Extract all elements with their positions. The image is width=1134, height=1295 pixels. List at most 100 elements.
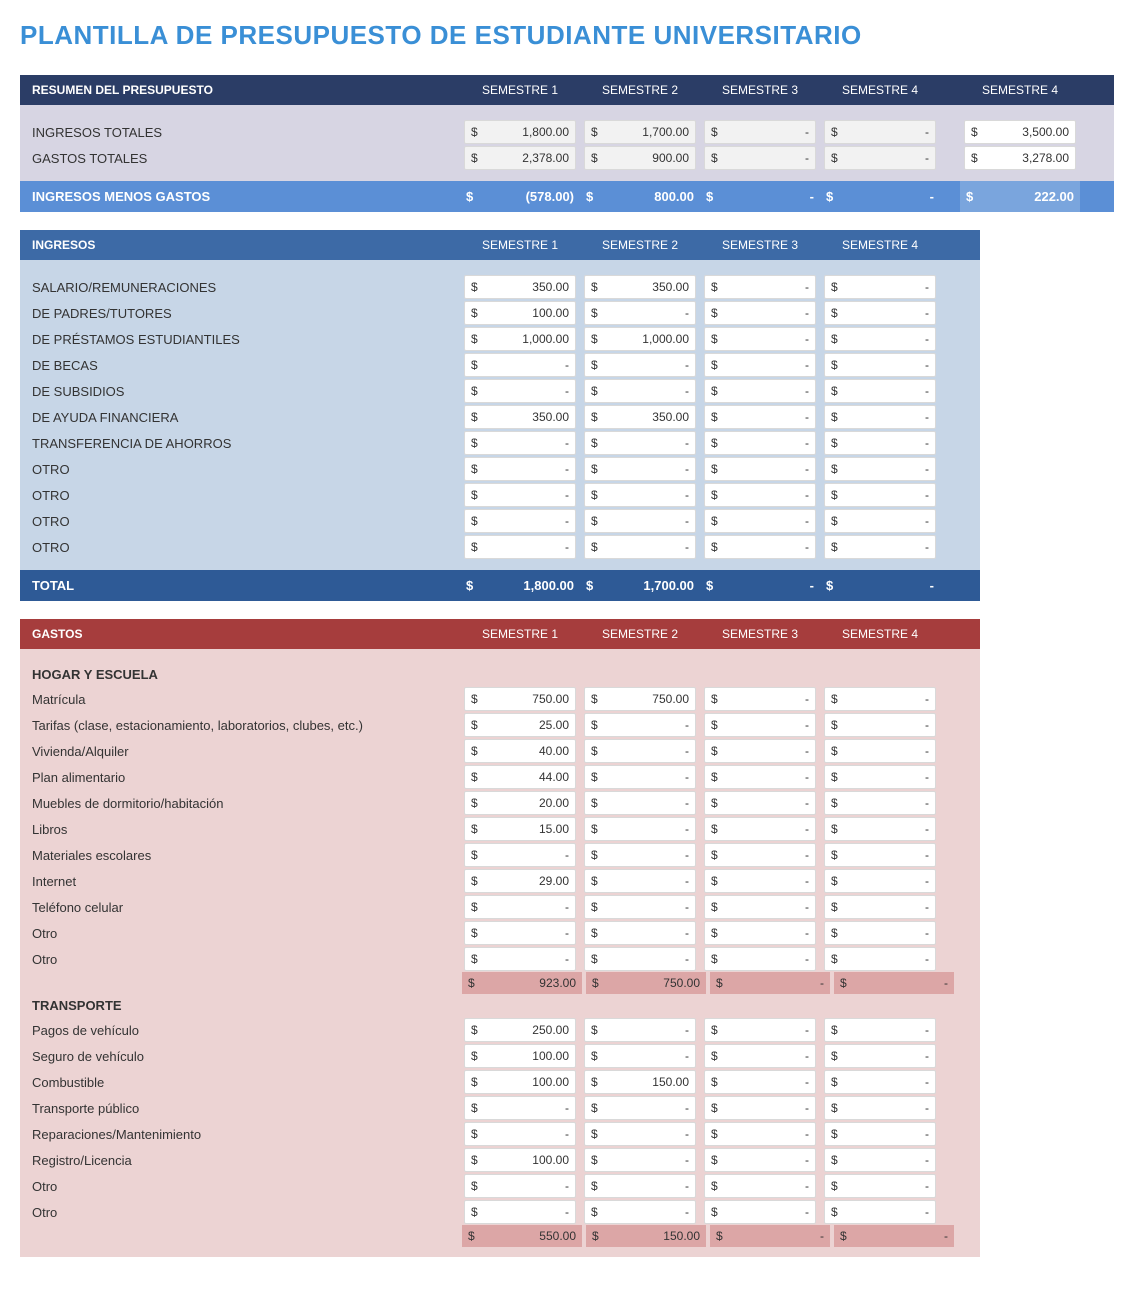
value-cell[interactable]: $- bbox=[464, 509, 576, 533]
value-cell[interactable]: $- bbox=[464, 921, 576, 945]
value-cell[interactable]: $1,000.00 bbox=[584, 327, 696, 351]
value-cell[interactable]: $- bbox=[704, 921, 816, 945]
value-cell[interactable]: $- bbox=[464, 1174, 576, 1198]
value-cell[interactable]: $- bbox=[464, 843, 576, 867]
value-cell[interactable]: $- bbox=[584, 817, 696, 841]
value-cell[interactable]: $- bbox=[824, 457, 936, 481]
value-cell[interactable]: $- bbox=[704, 895, 816, 919]
value-cell[interactable]: $- bbox=[824, 817, 936, 841]
value-cell[interactable]: $- bbox=[704, 146, 816, 170]
value-cell[interactable]: $- bbox=[704, 431, 816, 455]
value-cell[interactable]: $350.00 bbox=[464, 405, 576, 429]
value-cell[interactable]: $100.00 bbox=[464, 1148, 576, 1172]
value-cell[interactable]: $100.00 bbox=[464, 301, 576, 325]
value-cell[interactable]: $- bbox=[704, 483, 816, 507]
value-cell[interactable]: $- bbox=[704, 791, 816, 815]
value-cell[interactable]: $750.00 bbox=[464, 687, 576, 711]
value-cell[interactable]: $- bbox=[824, 353, 936, 377]
value-cell[interactable]: $- bbox=[704, 713, 816, 737]
value-cell[interactable]: $- bbox=[584, 379, 696, 403]
value-cell[interactable]: $- bbox=[464, 379, 576, 403]
value-cell[interactable]: $1,800.00 bbox=[464, 120, 576, 144]
value-cell[interactable]: $- bbox=[704, 1096, 816, 1120]
value-cell[interactable]: $44.00 bbox=[464, 765, 576, 789]
value-cell[interactable]: $- bbox=[824, 791, 936, 815]
value-cell[interactable]: $750.00 bbox=[584, 687, 696, 711]
value-cell[interactable]: $- bbox=[584, 301, 696, 325]
value-cell[interactable]: $- bbox=[584, 1148, 696, 1172]
value-cell[interactable]: $- bbox=[704, 739, 816, 763]
value-cell[interactable]: $- bbox=[704, 817, 816, 841]
value-cell[interactable]: $- bbox=[704, 1044, 816, 1068]
value-cell[interactable]: $3,278.00 bbox=[964, 146, 1076, 170]
value-cell[interactable]: $- bbox=[464, 895, 576, 919]
value-cell[interactable]: $- bbox=[824, 869, 936, 893]
value-cell[interactable]: $- bbox=[704, 1200, 816, 1224]
value-cell[interactable]: $- bbox=[584, 431, 696, 455]
value-cell[interactable]: $- bbox=[704, 275, 816, 299]
value-cell[interactable]: $- bbox=[824, 765, 936, 789]
value-cell[interactable]: $- bbox=[824, 509, 936, 533]
value-cell[interactable]: $- bbox=[704, 120, 816, 144]
value-cell[interactable]: $- bbox=[704, 301, 816, 325]
value-cell[interactable]: $- bbox=[824, 327, 936, 351]
value-cell[interactable]: $- bbox=[704, 1122, 816, 1146]
value-cell[interactable]: $29.00 bbox=[464, 869, 576, 893]
value-cell[interactable]: $- bbox=[584, 895, 696, 919]
value-cell[interactable]: $15.00 bbox=[464, 817, 576, 841]
value-cell[interactable]: $- bbox=[824, 739, 936, 763]
value-cell[interactable]: $- bbox=[824, 1122, 936, 1146]
value-cell[interactable]: $- bbox=[704, 947, 816, 971]
value-cell[interactable]: $- bbox=[584, 1200, 696, 1224]
value-cell[interactable]: $- bbox=[584, 1122, 696, 1146]
value-cell[interactable]: $- bbox=[584, 739, 696, 763]
value-cell[interactable]: $- bbox=[824, 1070, 936, 1094]
value-cell[interactable]: $- bbox=[824, 275, 936, 299]
value-cell[interactable]: $- bbox=[584, 1044, 696, 1068]
value-cell[interactable]: $1,700.00 bbox=[584, 120, 696, 144]
value-cell[interactable]: $- bbox=[704, 869, 816, 893]
value-cell[interactable]: $- bbox=[704, 1174, 816, 1198]
value-cell[interactable]: $- bbox=[824, 921, 936, 945]
value-cell[interactable]: $- bbox=[464, 1122, 576, 1146]
value-cell[interactable]: $- bbox=[824, 1200, 936, 1224]
value-cell[interactable]: $- bbox=[584, 457, 696, 481]
value-cell[interactable]: $- bbox=[824, 483, 936, 507]
value-cell[interactable]: $- bbox=[824, 895, 936, 919]
value-cell[interactable]: $- bbox=[704, 1148, 816, 1172]
value-cell[interactable]: $- bbox=[584, 483, 696, 507]
value-cell[interactable]: $- bbox=[464, 1200, 576, 1224]
value-cell[interactable]: $- bbox=[824, 379, 936, 403]
value-cell[interactable]: $150.00 bbox=[584, 1070, 696, 1094]
value-cell[interactable]: $20.00 bbox=[464, 791, 576, 815]
value-cell[interactable]: $- bbox=[584, 843, 696, 867]
value-cell[interactable]: $- bbox=[824, 405, 936, 429]
value-cell[interactable]: $- bbox=[464, 535, 576, 559]
value-cell[interactable]: $- bbox=[704, 379, 816, 403]
value-cell[interactable]: $- bbox=[824, 431, 936, 455]
value-cell[interactable]: $- bbox=[464, 1096, 576, 1120]
value-cell[interactable]: $- bbox=[704, 765, 816, 789]
value-cell[interactable]: $- bbox=[704, 509, 816, 533]
value-cell[interactable]: $- bbox=[464, 353, 576, 377]
value-cell[interactable]: $- bbox=[584, 947, 696, 971]
value-cell[interactable]: $- bbox=[584, 1018, 696, 1042]
value-cell[interactable]: $3,500.00 bbox=[964, 120, 1076, 144]
value-cell[interactable]: $- bbox=[704, 405, 816, 429]
value-cell[interactable]: $- bbox=[704, 1018, 816, 1042]
value-cell[interactable]: $- bbox=[824, 713, 936, 737]
value-cell[interactable]: $350.00 bbox=[464, 275, 576, 299]
value-cell[interactable]: $- bbox=[824, 843, 936, 867]
value-cell[interactable]: $- bbox=[464, 457, 576, 481]
value-cell[interactable]: $- bbox=[584, 713, 696, 737]
value-cell[interactable]: $- bbox=[704, 843, 816, 867]
value-cell[interactable]: $- bbox=[584, 509, 696, 533]
value-cell[interactable]: $100.00 bbox=[464, 1070, 576, 1094]
value-cell[interactable]: $- bbox=[584, 869, 696, 893]
value-cell[interactable]: $- bbox=[824, 1018, 936, 1042]
value-cell[interactable]: $25.00 bbox=[464, 713, 576, 737]
value-cell[interactable]: $- bbox=[584, 353, 696, 377]
value-cell[interactable]: $350.00 bbox=[584, 405, 696, 429]
value-cell[interactable]: $- bbox=[824, 1174, 936, 1198]
value-cell[interactable]: $- bbox=[824, 146, 936, 170]
